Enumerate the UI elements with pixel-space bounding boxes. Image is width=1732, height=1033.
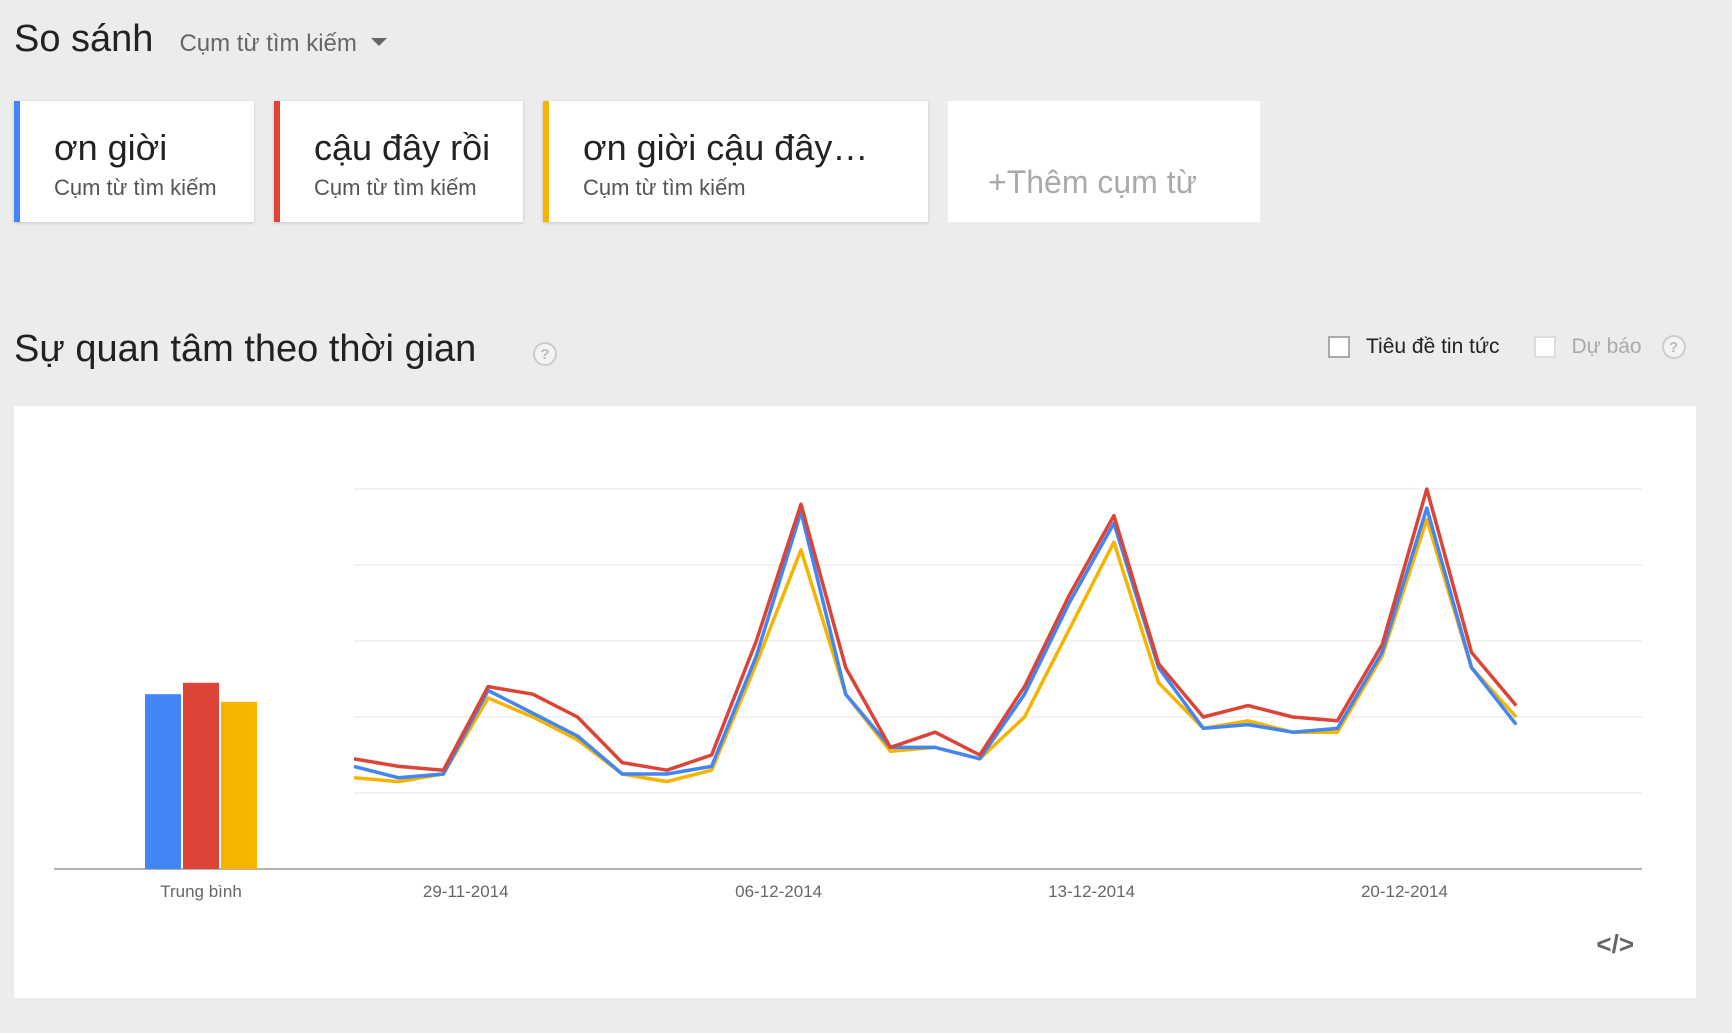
forecast-label: Dự báo bbox=[1571, 335, 1642, 358]
x-tick-label: 29-11-2014 bbox=[423, 882, 509, 901]
chart-options: Tiêu đề tin tức Dự báo ? bbox=[1328, 335, 1686, 359]
x-tick-label: 20-12-2014 bbox=[1361, 882, 1448, 901]
search-terms-row: ơn giời Cụm từ tìm kiếm cậu đây rồi Cụm … bbox=[14, 101, 1260, 222]
average-bar bbox=[183, 682, 219, 869]
add-term-label: +Thêm cụm từ bbox=[988, 164, 1198, 200]
forecast-help-icon[interactable]: ? bbox=[1661, 335, 1686, 359]
news-headlines-checkbox[interactable] bbox=[1328, 336, 1350, 358]
interest-over-time-chart: Trung bình 29-11-2014 06-12-2014 13-12-2014… bbox=[54, 487, 1642, 901]
embed-code-icon[interactable]: </> bbox=[1596, 929, 1634, 959]
forecast-checkbox[interactable] bbox=[1533, 336, 1556, 358]
term-name: ơn giời bbox=[54, 127, 168, 168]
help-icon[interactable]: ? bbox=[533, 342, 557, 366]
series-line bbox=[353, 506, 1518, 780]
header: So sánh Cụm từ tìm kiếm bbox=[14, 18, 387, 61]
compare-type-label: Cụm từ tìm kiếm bbox=[179, 30, 357, 57]
average-label: Trung bình bbox=[160, 882, 242, 901]
term-name: cậu đây rồi bbox=[314, 127, 491, 168]
series-line bbox=[353, 517, 1518, 784]
section-title: Sự quan tâm theo thời gian bbox=[14, 328, 477, 370]
chart-panel: Trung bình 29-11-2014 06-12-2014 13-12-2014… bbox=[14, 406, 1696, 998]
term-card-2[interactable]: cậu đây rồi Cụm từ tìm kiếm bbox=[274, 101, 523, 222]
add-term-button[interactable]: +Thêm cụm từ bbox=[948, 101, 1260, 222]
news-headlines-label: Tiêu đề tin tức bbox=[1366, 335, 1500, 358]
caret-down-icon bbox=[370, 38, 387, 46]
average-bar bbox=[145, 694, 181, 869]
x-tick-label: 06-12-2014 bbox=[735, 882, 822, 901]
page-title: So sánh bbox=[14, 18, 154, 60]
compare-type-dropdown[interactable]: Cụm từ tìm kiếm bbox=[179, 30, 387, 58]
term-card-3[interactable]: ơn giời cậu đây… Cụm từ tìm kiếm bbox=[543, 101, 928, 222]
term-color-accent bbox=[274, 101, 280, 222]
term-color-accent bbox=[543, 101, 549, 222]
term-type-label: Cụm từ tìm kiếm bbox=[583, 175, 746, 200]
term-color-accent bbox=[14, 101, 20, 222]
term-card-1[interactable]: ơn giời Cụm từ tìm kiếm bbox=[14, 101, 254, 222]
term-type-label: Cụm từ tìm kiếm bbox=[54, 175, 217, 200]
term-name: ơn giời cậu đây… bbox=[583, 127, 869, 168]
average-bar bbox=[221, 701, 257, 869]
x-tick-label: 13-12-2014 bbox=[1048, 882, 1135, 901]
term-type-label: Cụm từ tìm kiếm bbox=[314, 175, 477, 200]
series-line bbox=[353, 487, 1518, 772]
